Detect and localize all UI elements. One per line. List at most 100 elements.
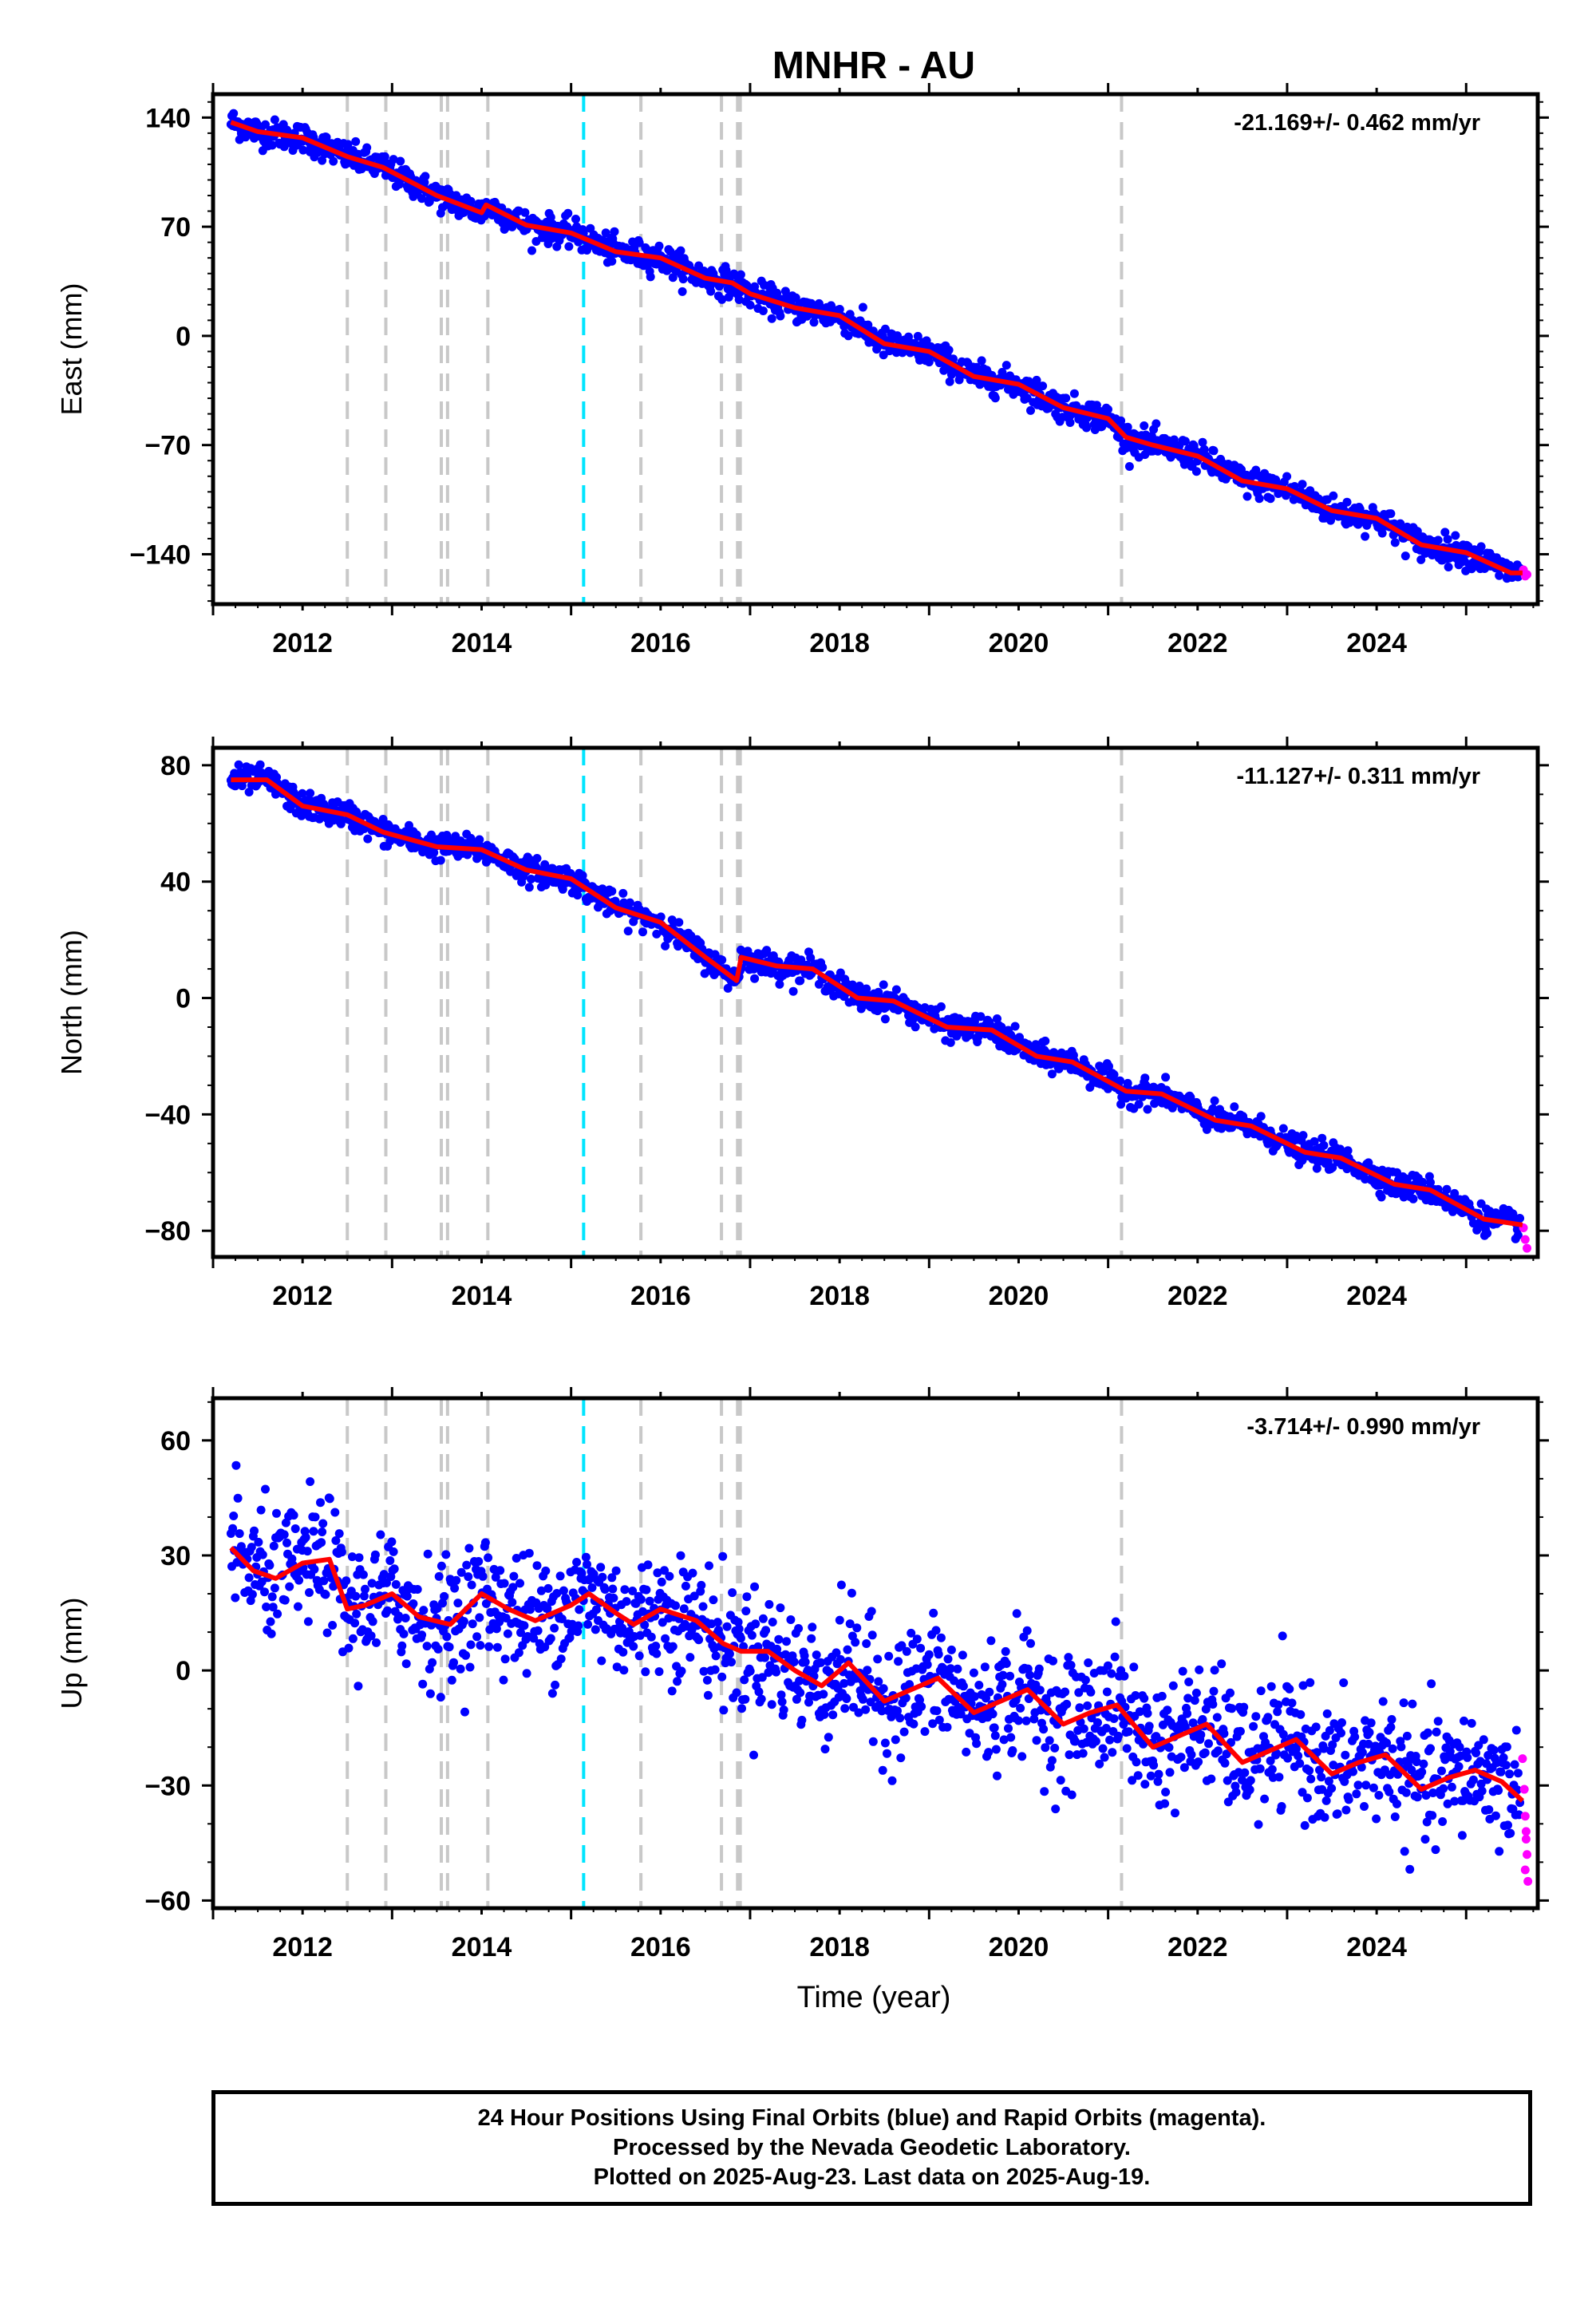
data-point <box>777 1697 787 1706</box>
data-point <box>1101 1724 1111 1733</box>
data-point <box>895 1713 905 1723</box>
data-point <box>776 1603 785 1613</box>
data-point <box>1364 1158 1373 1168</box>
data-point <box>797 1715 807 1725</box>
data-point <box>628 1587 638 1595</box>
data-point <box>758 1614 768 1623</box>
data-point <box>725 1649 734 1658</box>
data-point <box>385 1556 395 1565</box>
data-point <box>1140 421 1149 430</box>
data-point <box>767 1700 776 1709</box>
data-point <box>1266 1756 1275 1765</box>
data-point <box>229 1512 239 1520</box>
data-point <box>467 1580 476 1590</box>
data-point <box>608 1584 618 1594</box>
data-point <box>642 1585 651 1595</box>
data-point <box>611 1566 621 1575</box>
data-point <box>1210 1666 1219 1675</box>
data-point <box>1495 1847 1504 1856</box>
data-point <box>1008 1746 1017 1755</box>
data-point <box>552 1589 562 1598</box>
data-point <box>1355 504 1365 514</box>
data-point <box>1396 519 1405 528</box>
data-point <box>1006 1733 1016 1742</box>
data-point <box>698 1602 708 1611</box>
data-point <box>468 1619 477 1629</box>
data-point <box>280 1595 290 1605</box>
data-point <box>816 1658 826 1667</box>
data-point <box>1113 1731 1123 1741</box>
data-point <box>751 1619 760 1629</box>
data-point <box>1083 1701 1092 1710</box>
data-point <box>1001 1659 1011 1668</box>
data-point <box>980 1662 990 1672</box>
data-point <box>367 1579 377 1588</box>
y-tick-label: −80 <box>144 1216 191 1247</box>
data-point <box>879 980 888 990</box>
data-point <box>261 120 270 129</box>
data-point <box>318 156 327 165</box>
rapid-orbit-point <box>1520 1812 1530 1821</box>
data-point <box>547 864 557 873</box>
data-point <box>827 301 836 310</box>
data-point <box>742 1592 752 1602</box>
data-point <box>880 324 890 334</box>
data-point <box>946 1645 956 1654</box>
rapid-orbit-point <box>1520 1865 1530 1875</box>
data-point <box>1196 1730 1206 1740</box>
data-point <box>1104 405 1112 414</box>
data-point <box>354 1553 364 1563</box>
data-point <box>269 1541 279 1551</box>
y-tick-label: −70 <box>144 431 191 461</box>
data-point <box>1393 1799 1401 1808</box>
data-point <box>1300 1820 1310 1830</box>
data-point <box>1168 1681 1178 1690</box>
y-tick-label: 0 <box>176 984 191 1014</box>
data-point <box>1109 1714 1119 1723</box>
data-point <box>760 1653 769 1662</box>
data-point <box>709 1595 718 1605</box>
data-point <box>492 1624 501 1634</box>
east-rate-label: -21.169+/- 0.462 mm/yr <box>1234 110 1480 136</box>
data-point <box>634 238 644 247</box>
data-point <box>607 256 617 266</box>
data-point <box>836 968 845 978</box>
data-point <box>969 1668 978 1678</box>
data-point <box>425 1689 435 1698</box>
data-point <box>459 1617 468 1626</box>
data-point <box>653 1568 662 1578</box>
data-point <box>303 1617 313 1626</box>
data-point <box>907 1628 916 1638</box>
data-point <box>1421 1791 1431 1800</box>
data-point <box>1396 1742 1406 1752</box>
data-point <box>1426 1744 1435 1753</box>
rapid-orbit-point <box>1520 1235 1530 1244</box>
data-point <box>1242 492 1252 501</box>
data-point <box>1050 1743 1060 1753</box>
data-point <box>1501 1761 1511 1770</box>
data-point <box>782 1637 791 1646</box>
data-point <box>1179 1763 1189 1773</box>
data-point <box>512 1554 521 1563</box>
data-point <box>917 1701 926 1711</box>
data-point <box>1041 1743 1050 1753</box>
data-point <box>1443 535 1452 544</box>
data-point <box>610 227 619 236</box>
data-point <box>972 1739 982 1749</box>
data-point <box>780 287 790 296</box>
data-point <box>546 1634 555 1643</box>
data-point <box>1116 416 1126 425</box>
data-point <box>532 854 542 863</box>
data-point <box>1431 1845 1440 1855</box>
data-point <box>607 1573 617 1583</box>
data-point <box>449 1658 458 1667</box>
east-plot-area <box>226 94 1532 604</box>
data-point <box>1119 1720 1128 1729</box>
data-point <box>436 856 445 865</box>
data-point <box>934 1650 943 1659</box>
data-point <box>1494 1786 1503 1795</box>
data-point <box>244 1573 254 1583</box>
data-point <box>1427 1679 1436 1689</box>
data-point <box>862 1639 871 1648</box>
data-point <box>1184 1678 1194 1686</box>
